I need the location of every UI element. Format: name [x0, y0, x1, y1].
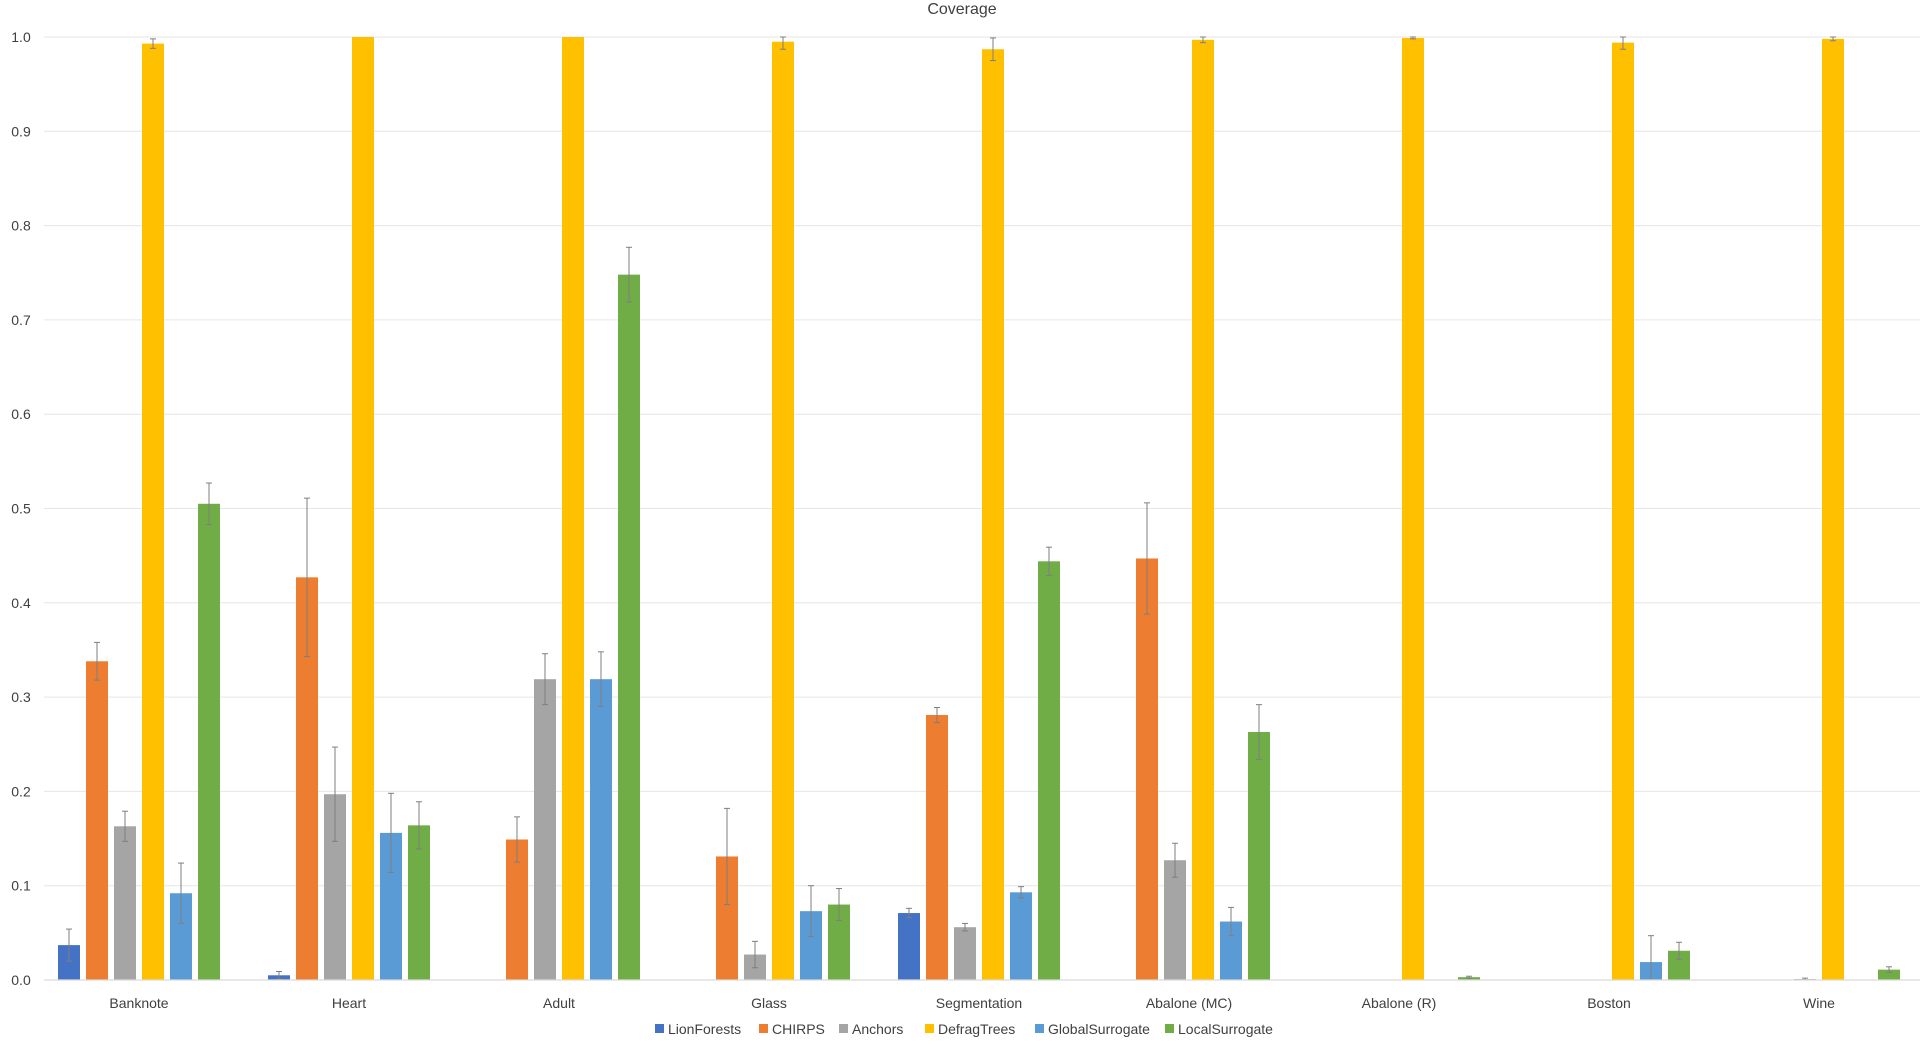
bar-localsurrogate-abalone-mc-	[1248, 731, 1270, 980]
bar-localsurrogate-boston	[1668, 950, 1690, 980]
bar-chirps-banknote	[86, 661, 108, 980]
chart-title: Coverage	[927, 1, 996, 18]
y-tick-label: 0.1	[11, 878, 31, 894]
bar-anchors-abalone-mc-	[1164, 860, 1186, 980]
x-category-label: Abalone (R)	[1362, 995, 1437, 1011]
bar-defragtrees-abalone-mc-	[1192, 39, 1214, 981]
legend-swatch	[1035, 1024, 1044, 1033]
bar-chirps-heart	[296, 577, 318, 980]
legend-label: GlobalSurrogate	[1048, 1021, 1150, 1037]
legend-label: CHIRPS	[772, 1021, 825, 1037]
x-category-label: Segmentation	[936, 995, 1022, 1011]
bar-defragtrees-adult	[562, 37, 584, 980]
bar-defragtrees-wine	[1822, 38, 1844, 981]
y-tick-label: 0.8	[11, 218, 31, 234]
bar-globalsurrogate-adult	[590, 679, 612, 980]
y-tick-label: 0.2	[11, 783, 31, 799]
legend-swatch	[925, 1024, 934, 1033]
bar-globalsurrogate-banknote	[170, 893, 192, 980]
bar-chirps-adult	[506, 839, 528, 980]
bar-defragtrees-segmentation	[982, 49, 1004, 981]
legend-label: LocalSurrogate	[1178, 1021, 1273, 1037]
bar-localsurrogate-wine	[1878, 969, 1900, 980]
bar-defragtrees-banknote	[142, 43, 164, 980]
legend-label: Anchors	[852, 1021, 903, 1037]
x-category-label: Abalone (MC)	[1146, 995, 1232, 1011]
bar-localsurrogate-glass	[828, 904, 850, 980]
bar-defragtrees-boston	[1612, 42, 1634, 980]
y-tick-label: 0.0	[11, 972, 31, 988]
y-tick-label: 1.0	[11, 29, 31, 45]
bar-defragtrees-abalone-r-	[1402, 37, 1424, 981]
bar-defragtrees-glass	[772, 41, 794, 980]
bar-globalsurrogate-abalone-mc-	[1220, 921, 1242, 980]
legend-swatch	[1165, 1024, 1174, 1033]
bar-globalsurrogate-segmentation	[1010, 892, 1032, 980]
legend-item-localsurrogate: LocalSurrogate	[1165, 1021, 1273, 1037]
legend-label: DefragTrees	[938, 1021, 1015, 1037]
y-tick-label: 0.3	[11, 689, 31, 705]
legend-swatch	[759, 1024, 768, 1033]
x-category-label: Glass	[751, 995, 787, 1011]
x-axis-category-labels: Banknote Heart Adult Glass Segmentation Abalo…	[109, 995, 1835, 1011]
x-category-label: Boston	[1587, 995, 1631, 1011]
legend: LionForests CHIRPS Anchors DefragTrees Globa…	[655, 1021, 1273, 1037]
bar-chirps-segmentation	[926, 715, 948, 980]
bars	[58, 37, 1900, 981]
bar-lionforests-segmentation	[898, 913, 920, 980]
y-tick-label: 0.5	[11, 501, 31, 517]
legend-item-chirps: CHIRPS	[759, 1021, 825, 1037]
y-tick-label: 0.6	[11, 406, 31, 422]
legend-swatch	[655, 1024, 664, 1033]
bar-lionforests-banknote	[58, 945, 80, 980]
bar-defragtrees-heart	[352, 37, 374, 980]
bar-globalsurrogate-glass	[800, 911, 822, 980]
x-category-label: Heart	[332, 995, 366, 1011]
x-category-label: Adult	[543, 995, 575, 1011]
y-tick-label: 0.7	[11, 312, 31, 328]
legend-item-anchors: Anchors	[839, 1021, 903, 1037]
bar-chirps-abalone-mc-	[1136, 558, 1158, 980]
y-tick-label: 0.9	[11, 123, 31, 139]
bar-localsurrogate-adult	[618, 274, 640, 980]
bar-localsurrogate-heart	[408, 825, 430, 980]
bar-anchors-segmentation	[954, 927, 976, 980]
bar-localsurrogate-segmentation	[1038, 561, 1060, 980]
bar-chirps-glass	[716, 856, 738, 980]
legend-item-defragtrees: DefragTrees	[925, 1021, 1015, 1037]
legend-label: LionForests	[668, 1021, 741, 1037]
bar-anchors-heart	[324, 794, 346, 980]
x-category-label: Wine	[1803, 995, 1835, 1011]
bar-localsurrogate-banknote	[198, 503, 220, 980]
legend-item-globalsurrogate: GlobalSurrogate	[1035, 1021, 1150, 1037]
bar-anchors-banknote	[114, 826, 136, 980]
bar-globalsurrogate-heart	[380, 832, 402, 980]
y-tick-label: 0.4	[11, 595, 31, 611]
legend-item-lionforests: LionForests	[655, 1021, 741, 1037]
legend-swatch	[839, 1024, 848, 1033]
bar-anchors-adult	[534, 679, 556, 980]
x-category-label: Banknote	[109, 995, 168, 1011]
y-axis-tick-labels: 0.0 0.1 0.2 0.3 0.4 0.5 0.6 0.7 0.8 0.9 1.0	[11, 29, 31, 988]
